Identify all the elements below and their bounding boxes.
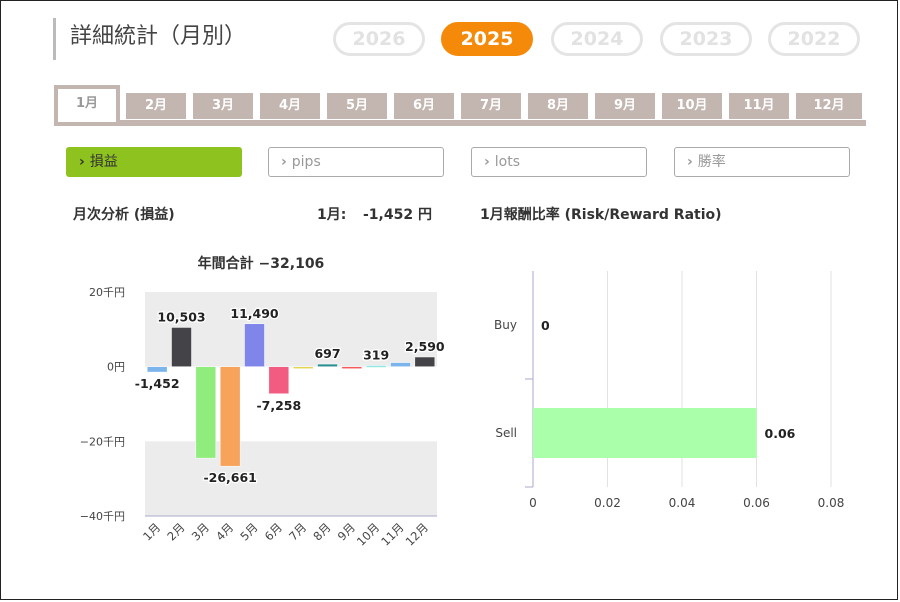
y-category-label: Buy	[494, 318, 517, 332]
x-tick-label: 7月	[286, 520, 309, 543]
bar-11	[390, 362, 411, 367]
x-tick-label: 10月	[354, 520, 382, 548]
x-tick-label: 0.04	[669, 496, 696, 510]
plot-band	[145, 366, 437, 442]
metric-button-profit[interactable]: › 損益	[66, 147, 242, 177]
bar-5	[244, 323, 265, 367]
tab-month-5[interactable]: 5月	[327, 93, 387, 119]
metric-button-winrate[interactable]: › 勝率	[674, 147, 850, 177]
bar-1	[146, 366, 168, 373]
page-title: 詳細統計（月別）	[53, 18, 246, 60]
risk-reward-heading: 1月報酬比率 (Risk/Reward Ratio)	[480, 207, 722, 223]
risk-reward-chart: 0 0.02 0.04 0.06 0.08 Buy 0 Sell 0.06	[494, 271, 845, 510]
metric-label: pips	[291, 154, 321, 170]
data-label: -7,258	[256, 398, 301, 413]
plot-band	[145, 292, 437, 367]
year-button-2026[interactable]: 2026	[333, 22, 425, 56]
data-label: 10,503	[157, 309, 205, 324]
monthly-profit-chart: 年間合計 −32,106 20千円 0円 −20千円 −40千円 -1,452 1月 10,5…	[80, 255, 446, 549]
x-tick-label: 0.02	[594, 496, 621, 510]
bar-10	[365, 365, 387, 368]
y-category-label: Sell	[495, 426, 517, 440]
rr-bar-sell	[533, 408, 757, 458]
tab-month-8[interactable]: 8月	[528, 93, 588, 119]
data-label: -1,452	[135, 376, 180, 391]
tab-month-3[interactable]: 3月	[193, 93, 253, 119]
y-tick-label: −40千円	[80, 510, 125, 523]
tab-month-2[interactable]: 2月	[126, 93, 186, 119]
tab-month-6[interactable]: 6月	[394, 93, 454, 119]
metric-button-lots[interactable]: › lots	[471, 147, 647, 177]
bar-3	[195, 366, 217, 459]
bar-4	[219, 366, 241, 467]
x-tick-label: 4月	[213, 520, 236, 543]
bar-2	[171, 327, 192, 367]
data-label: 2,590	[405, 339, 445, 354]
bar-7	[292, 366, 314, 369]
metric-label: 損益	[89, 154, 118, 170]
metric-button-pips[interactable]: › pips	[268, 147, 444, 177]
chevron-right-icon: ›	[79, 154, 85, 170]
bar-12	[414, 356, 436, 367]
month-tab-underline	[54, 120, 866, 126]
metric-label: 勝率	[697, 154, 726, 170]
chart-title: 年間合計 −32,106	[198, 255, 325, 272]
x-tick-label: 8月	[310, 520, 333, 543]
data-label: 11,490	[230, 306, 279, 321]
metric-label: lots	[494, 154, 521, 170]
tab-month-7[interactable]: 7月	[461, 93, 521, 119]
month-tabs: 1月 2月 3月 4月 5月 6月 7月 8月 9月 10月 11月 12月	[54, 85, 866, 125]
bar-9	[341, 366, 363, 369]
y-tick-label: 0円	[107, 361, 125, 374]
x-tick-label: 0.06	[743, 496, 770, 510]
tab-month-11[interactable]: 11月	[729, 93, 789, 119]
year-button-2024[interactable]: 2024	[551, 22, 643, 56]
year-button-2025[interactable]: 2025	[441, 22, 533, 56]
tab-month-12[interactable]: 12月	[796, 93, 862, 119]
data-label: 0.06	[765, 426, 796, 441]
year-button-2022[interactable]: 2022	[768, 22, 860, 56]
tab-month-1[interactable]: 1月	[54, 85, 120, 122]
chevron-right-icon: ›	[687, 154, 693, 170]
x-tick-label: 0.08	[818, 496, 845, 510]
monthly-analysis-heading: 月次分析 (損益)	[73, 207, 175, 223]
data-label: -26,661	[203, 470, 256, 485]
y-tick-label: 20千円	[89, 286, 125, 299]
tab-month-4[interactable]: 4月	[260, 93, 320, 119]
y-tick-label: −20千円	[80, 435, 125, 448]
x-tick-label: 2月	[164, 520, 187, 543]
x-tick-label: 5月	[237, 520, 260, 543]
selected-month-value: -1,452 円	[363, 207, 432, 223]
x-tick-label: 0	[529, 496, 537, 510]
chevron-right-icon: ›	[281, 154, 287, 170]
tab-month-9[interactable]: 9月	[595, 93, 655, 119]
data-label: 319	[363, 347, 389, 362]
bar-6	[268, 366, 290, 395]
x-tick-label: 1月	[140, 520, 163, 543]
tab-month-10[interactable]: 10月	[662, 93, 722, 119]
x-tick-label: 6月	[262, 520, 285, 543]
chevron-right-icon: ›	[484, 154, 490, 170]
x-tick-label: 12月	[403, 520, 431, 548]
x-tick-label: 3月	[189, 520, 212, 543]
bar-8	[317, 363, 338, 367]
plot-band	[145, 441, 437, 516]
data-label: 697	[314, 346, 340, 361]
selected-month-label: 1月:	[317, 207, 347, 223]
data-label: 0	[541, 318, 550, 333]
x-tick-label: 11月	[378, 520, 406, 548]
year-button-2023[interactable]: 2023	[660, 22, 752, 56]
